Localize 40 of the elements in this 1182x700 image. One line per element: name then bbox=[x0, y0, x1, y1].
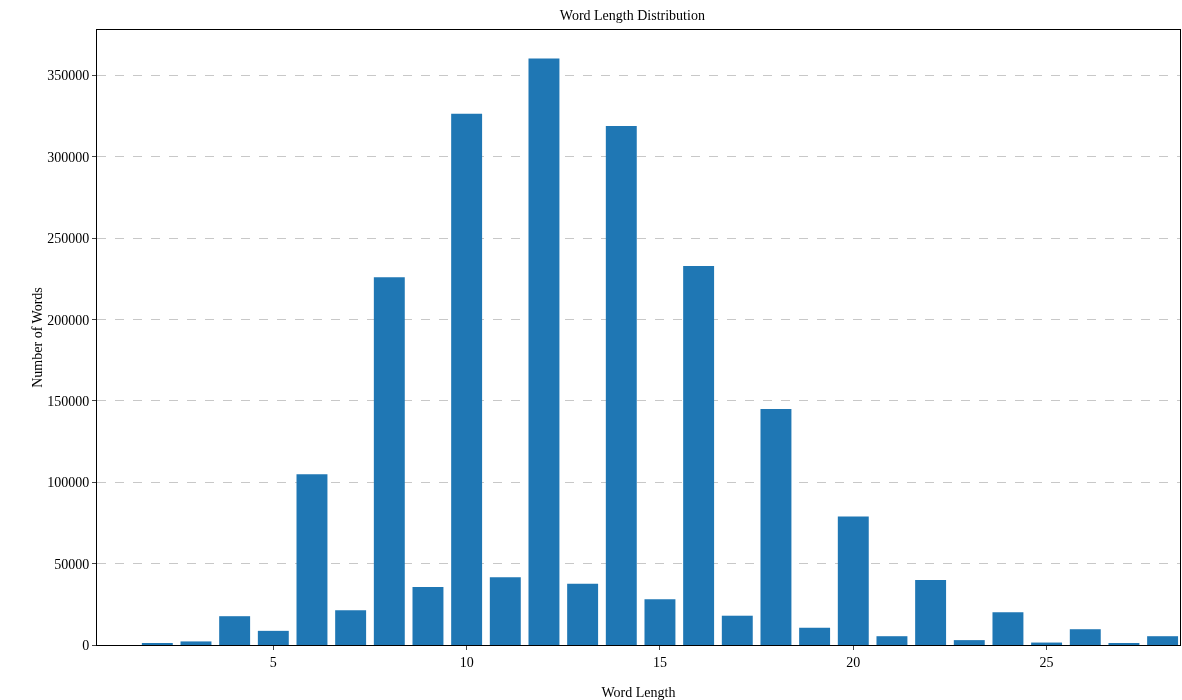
bar bbox=[219, 616, 251, 645]
bar bbox=[489, 577, 521, 645]
bar bbox=[721, 615, 753, 645]
bar bbox=[373, 277, 405, 645]
y-tick-label: 0 bbox=[82, 637, 90, 653]
bar bbox=[257, 630, 289, 645]
x-tick-label: 25 bbox=[1039, 654, 1054, 670]
bar bbox=[567, 583, 599, 645]
x-tick-label: 15 bbox=[652, 654, 667, 670]
bar bbox=[296, 474, 328, 645]
bar bbox=[953, 640, 985, 645]
chart-title: Word Length Distribution bbox=[559, 8, 705, 24]
bar bbox=[683, 265, 715, 645]
y-tick-label: 350000 bbox=[47, 68, 90, 84]
bar bbox=[451, 113, 483, 645]
bar bbox=[412, 586, 444, 645]
bar bbox=[1069, 629, 1101, 645]
x-tick-label: 10 bbox=[459, 654, 474, 670]
bar bbox=[799, 627, 831, 645]
bar bbox=[605, 125, 637, 645]
y-tick-label: 250000 bbox=[47, 231, 90, 247]
bar bbox=[876, 636, 908, 645]
bar bbox=[915, 579, 947, 645]
bar bbox=[644, 599, 676, 645]
y-tick-label: 300000 bbox=[47, 149, 90, 165]
bar bbox=[180, 641, 212, 645]
bar bbox=[1147, 636, 1179, 645]
y-axis-title: Number of Words bbox=[30, 287, 46, 388]
bar bbox=[760, 409, 792, 645]
x-tick-label: 5 bbox=[269, 654, 277, 670]
y-tick-label: 150000 bbox=[47, 393, 90, 409]
y-tick-label: 200000 bbox=[47, 312, 90, 328]
bar bbox=[335, 610, 367, 645]
bar bbox=[528, 58, 560, 645]
bar bbox=[992, 612, 1024, 645]
bar bbox=[837, 516, 869, 645]
y-tick-label: 100000 bbox=[47, 475, 90, 491]
x-axis-title: Word Length bbox=[601, 685, 676, 700]
x-tick-label: 20 bbox=[846, 654, 861, 670]
y-tick-label: 50000 bbox=[54, 556, 90, 572]
